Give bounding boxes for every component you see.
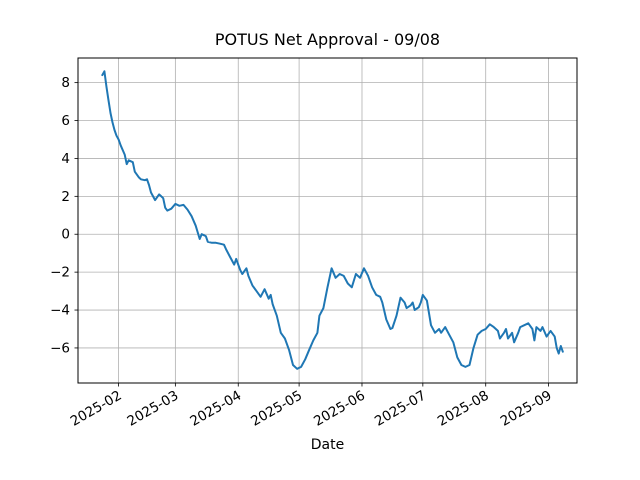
x-tick-label: 2025-09 [498,388,555,430]
y-tick-label: 2 [61,189,70,205]
chart-title: POTUS Net Approval - 09/08 [215,30,440,49]
y-tick-label: −2 [50,265,70,281]
x-tick-label: 2025-05 [248,388,305,430]
y-tick-label: −6 [50,340,70,356]
x-tick-label: 2025-07 [372,388,429,430]
y-tick-label: −4 [50,303,70,319]
y-tick-label: 0 [61,227,70,243]
series-line [101,70,564,370]
y-axis-tick-labels: 8 6 4 2 0 −2 −4 −6 [50,75,70,356]
y-tick-label: 8 [61,75,70,91]
axis-tick-marks [74,82,550,387]
x-tick-label: 2025-04 [187,388,244,430]
x-tick-label: 2025-06 [311,388,368,430]
x-axis-title: Date [311,437,344,453]
x-tick-label: 2025-03 [125,388,182,430]
plot-border [77,57,578,384]
x-axis-tick-labels: 2025-02 2025-03 2025-04 2025-05 2025-06 2025-… [68,388,555,430]
y-tick-label: 4 [61,151,70,167]
x-tick-label: 2025-02 [68,388,125,430]
net-approval-line-series [101,70,564,370]
y-tick-label: 6 [61,113,70,129]
x-tick-label: 2025-08 [435,388,492,430]
